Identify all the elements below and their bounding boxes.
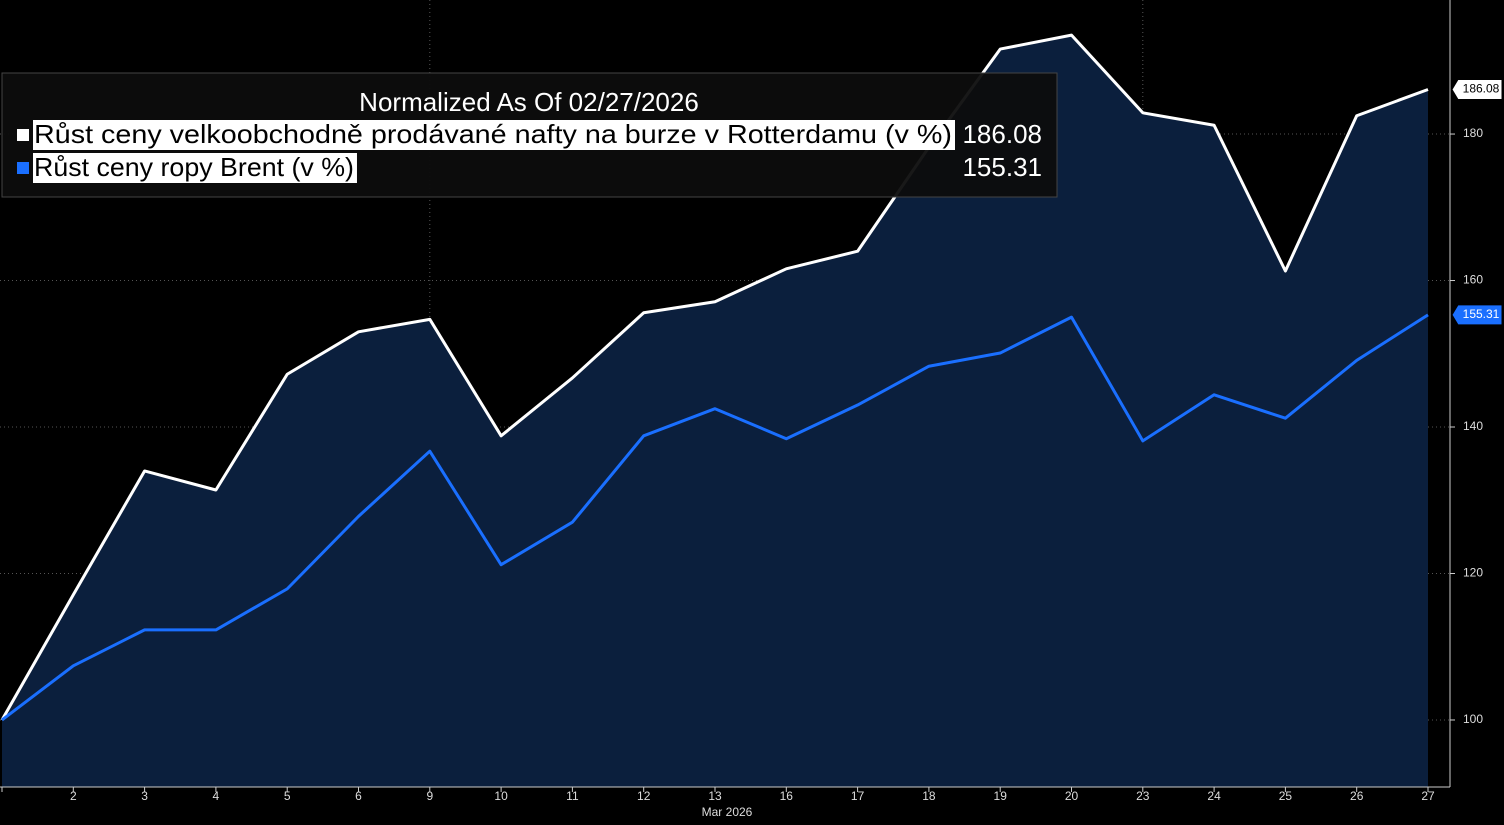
x-tick-label: 17 [851, 789, 865, 803]
x-tick-label: 3 [141, 789, 148, 803]
y-tick-label: 140 [1463, 419, 1483, 433]
x-tick-label: 13 [708, 789, 722, 803]
x-tick-label: 4 [213, 789, 220, 803]
x-axis-label: Mar 2026 [702, 805, 753, 819]
x-tick-label: 18 [922, 789, 936, 803]
line [1, 313, 1429, 722]
legend-label: Růst ceny velkoobchodně prodávané nafty … [34, 119, 952, 149]
y-tick-label: 160 [1463, 273, 1483, 287]
value-flag [1451, 304, 1503, 326]
area [2, 35, 1428, 788]
legend: Normalized As Of 02/27/2026 Růst ceny ve… [1, 72, 1058, 198]
legend-label: Růst ceny ropy Brent (v %) [34, 152, 354, 182]
x-tick-label: 12 [637, 789, 651, 803]
legend-highlight [33, 153, 357, 183]
legend-highlight [33, 120, 955, 150]
x-tick-label: 10 [494, 789, 508, 803]
legend-value: 155.31 [962, 152, 1042, 182]
x-tick-label: 2 [70, 789, 77, 803]
x-tick-label: 9 [426, 789, 433, 803]
legend-swatch [17, 129, 29, 141]
legend-swatch [17, 162, 29, 174]
value-flag-label: 186.08 [1463, 82, 1500, 96]
y-tick-label: 180 [1463, 126, 1483, 140]
x-tick-label: 25 [1279, 789, 1293, 803]
y-tick-label: 100 [1463, 712, 1483, 726]
x-tick-label: 26 [1350, 789, 1364, 803]
x-tick-label: 6 [355, 789, 362, 803]
legend-title: Normalized As Of 02/27/2026 [359, 87, 699, 117]
x-tick-label: 24 [1207, 789, 1221, 803]
value-flag-label: 155.31 [1463, 307, 1500, 321]
x-tick-label: 19 [994, 789, 1008, 803]
x-tick-label: 16 [780, 789, 794, 803]
line [0, 33, 1429, 721]
x-tick-label: 5 [284, 789, 291, 803]
x-tick-label: 20 [1065, 789, 1079, 803]
value-flag [1451, 79, 1503, 101]
x-tick-label: 27 [1421, 789, 1435, 803]
y-tick-label: 120 [1463, 566, 1483, 580]
x-tick-label: 11 [566, 789, 579, 803]
x-tick-label: 23 [1136, 789, 1150, 803]
legend-value: 186.08 [962, 119, 1042, 149]
